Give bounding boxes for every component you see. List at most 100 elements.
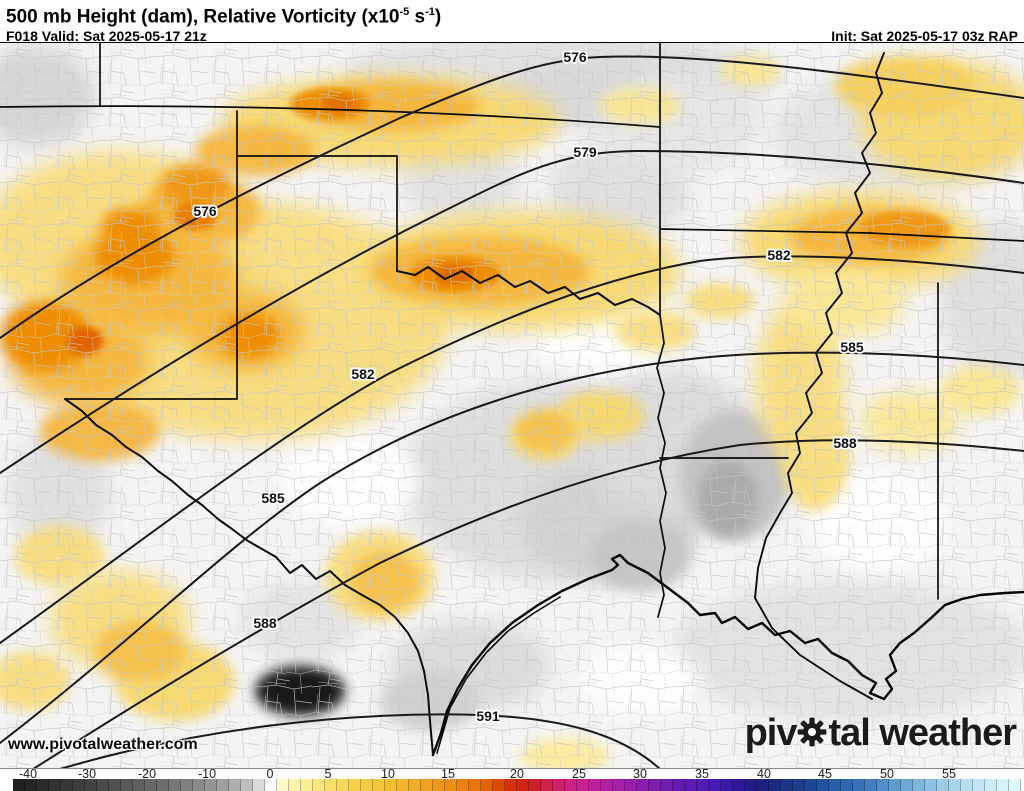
colorbar-cell — [421, 779, 433, 791]
colorbar-cell — [385, 779, 397, 791]
contour-label-585: 585 — [261, 490, 285, 506]
colorbar-cell — [169, 779, 181, 791]
header: 500 mb Height (dam), Relative Vorticity … — [0, 0, 1024, 45]
colorbar-cell — [589, 779, 601, 791]
colorbar-cell — [133, 779, 145, 791]
contour-label-579: 579 — [573, 144, 597, 160]
valid-time-text: F018 Valid: Sat 2025-05-17 21z — [6, 28, 207, 45]
colorbar-cell — [217, 779, 229, 791]
contour-label-585: 585 — [840, 339, 864, 355]
contour-label-576: 576 — [563, 49, 587, 65]
colorbar-cell — [445, 779, 457, 791]
colorbar-cell — [769, 779, 781, 791]
colorbar-cell — [313, 779, 325, 791]
contour-label-582: 582 — [351, 366, 375, 382]
colorbar-cell — [949, 779, 961, 791]
colorbar-tick-40: 40 — [757, 767, 771, 781]
colorbar-cell — [577, 779, 589, 791]
subtitle-row: F018 Valid: Sat 2025-05-17 21z Init: Sat… — [0, 28, 1024, 45]
colorbar-cell — [73, 779, 85, 791]
colorbar-cell — [601, 779, 613, 791]
vorticity-colorbar: -40 -30 -20 -10 0 5 10 15 20 25 30 35 40 45 50 55 — [0, 767, 1024, 791]
logo-text-tal-weather: tal weather — [828, 712, 1017, 754]
colorbar-cell — [157, 779, 169, 791]
colorbar-cell — [145, 779, 157, 791]
colorbar-tick-15: 15 — [441, 767, 455, 781]
colorbar-cell — [289, 779, 301, 791]
colorbar-cell — [889, 779, 901, 791]
colorbar-cells — [13, 779, 1021, 791]
colorbar-cell — [565, 779, 577, 791]
colorbar-cell — [853, 779, 865, 791]
contour-label-582: 582 — [767, 247, 791, 263]
contour-labels: 576 576 579 582 582 585 585 588 588 591 — [192, 47, 866, 726]
page-title: 500 mb Height (dam), Relative Vorticity … — [6, 6, 442, 28]
colorbar-tick-50: 50 — [880, 767, 894, 781]
colorbar-cell — [721, 779, 733, 791]
colorbar-cell — [61, 779, 73, 791]
contour-label-591: 591 — [476, 708, 500, 724]
colorbar-cell — [973, 779, 985, 791]
contour-label-576: 576 — [193, 203, 217, 219]
colorbar-tick--10: -10 — [197, 767, 217, 781]
colorbar-tick-5: 5 — [324, 767, 332, 781]
stipple-texture — [0, 43, 1024, 769]
colorbar-cell — [409, 779, 421, 791]
logo-text-piv: piv — [744, 712, 798, 754]
colorbar-tick-labels: -40 -30 -20 -10 0 5 10 15 20 25 30 35 40 45 50 55 — [0, 767, 1024, 781]
colorbar-cell — [913, 779, 925, 791]
colorbar-cell — [193, 779, 205, 791]
colorbar-cell — [673, 779, 685, 791]
colorbar-cell — [301, 779, 313, 791]
colorbar-cell — [649, 779, 661, 791]
colorbar-tick-30: 30 — [633, 767, 647, 781]
colorbar-cell — [433, 779, 445, 791]
colorbar-cell — [997, 779, 1009, 791]
colorbar-cell — [469, 779, 481, 791]
gear-icon — [797, 714, 827, 747]
colorbar-cell — [361, 779, 373, 791]
colorbar-cell — [85, 779, 97, 791]
colorbar-tick-55: 55 — [942, 767, 956, 781]
colorbar-cell — [781, 779, 793, 791]
colorbar-cell — [253, 779, 265, 791]
colorbar-cell — [481, 779, 493, 791]
colorbar-tick--20: -20 — [137, 767, 157, 781]
contour-label-588: 588 — [253, 615, 277, 631]
colorbar-cell — [901, 779, 913, 791]
colorbar-cell — [265, 779, 277, 791]
colorbar-tick-35: 35 — [695, 767, 709, 781]
colorbar-cell — [685, 779, 697, 791]
watermark-url: www.pivotalweather.com — [8, 736, 198, 753]
colorbar-cell — [805, 779, 817, 791]
colorbar-cell — [37, 779, 49, 791]
contour-label-588: 588 — [833, 435, 857, 451]
colorbar-cell — [397, 779, 409, 791]
colorbar-cell — [505, 779, 517, 791]
colorbar-cell — [121, 779, 133, 791]
colorbar-cell — [181, 779, 193, 791]
colorbar-cell — [637, 779, 649, 791]
colorbar-cell — [865, 779, 877, 791]
colorbar-cell — [241, 779, 253, 791]
colorbar-cell — [373, 779, 385, 791]
pivotal-weather-logo: piv tal weather — [744, 712, 1017, 755]
height-contours — [0, 55, 1024, 769]
init-time-text: Init: Sat 2025-05-17 03z RAP — [831, 28, 1018, 45]
colorbar-cell — [733, 779, 745, 791]
colorbar-cell — [529, 779, 541, 791]
colorbar-cell — [613, 779, 625, 791]
colorbar-cell — [985, 779, 997, 791]
colorbar-cell — [457, 779, 469, 791]
colorbar-cell — [349, 779, 361, 791]
colorbar-cell — [661, 779, 673, 791]
state-borders — [0, 43, 1024, 756]
colorbar-tick-45: 45 — [818, 767, 832, 781]
colorbar-cell — [13, 779, 25, 791]
colorbar-cell — [493, 779, 505, 791]
colorbar-cell — [109, 779, 121, 791]
colorbar-cell — [325, 779, 337, 791]
colorbar-cell — [757, 779, 769, 791]
colorbar-cell — [337, 779, 349, 791]
